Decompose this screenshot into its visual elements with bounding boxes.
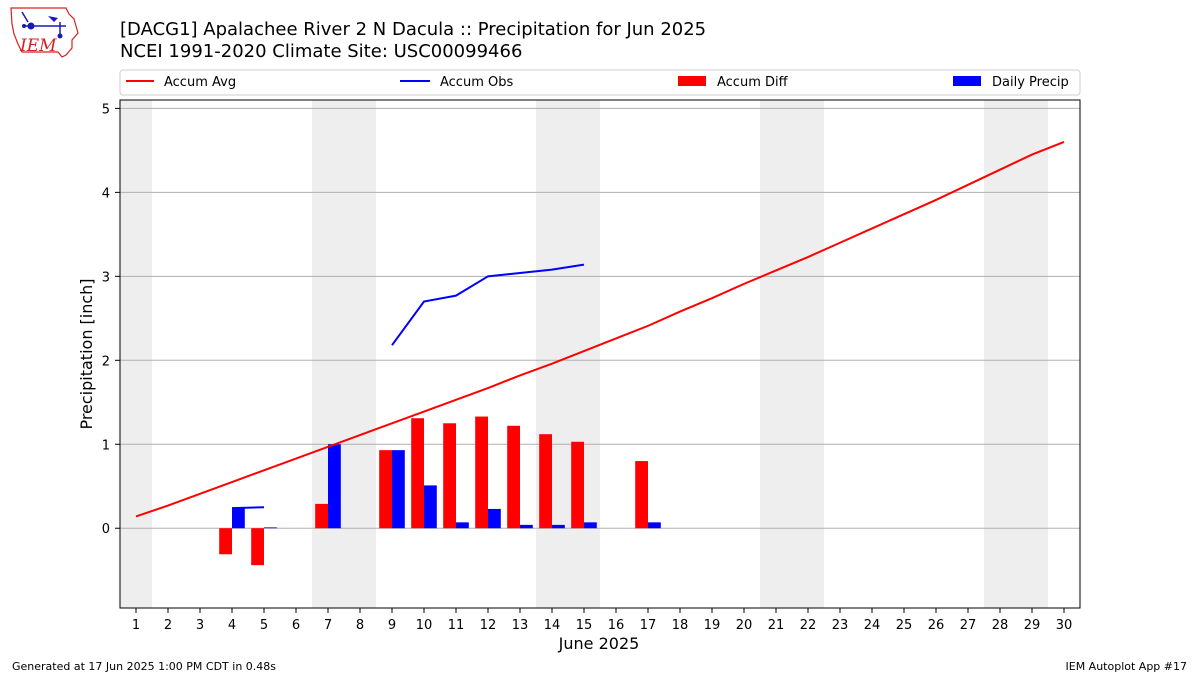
accum-obs-line-segment-2	[391, 263, 585, 346]
legend-label-daily-precip: Daily Precip	[992, 75, 1069, 90]
accum-obs-line-segment-1	[231, 506, 265, 510]
x-tick-label-3: 3	[196, 618, 204, 633]
line-series	[135, 141, 1065, 518]
daily-precip-bar-day-13	[520, 524, 533, 529]
x-tick-label-13: 13	[512, 618, 529, 633]
x-tick-label-20: 20	[736, 618, 753, 633]
daily-precip-bar-day-15	[584, 522, 597, 529]
x-tick-label-27: 27	[960, 618, 977, 633]
daily-precip-bar-day-12	[488, 508, 501, 529]
daily-precip-bar-day-5	[264, 527, 277, 529]
legend-label-accum-avg: Accum Avg	[164, 75, 236, 90]
accum-diff-bar-day-12	[475, 416, 488, 529]
x-tick-label-29: 29	[1024, 618, 1041, 633]
daily-precip-bar-day-9	[392, 450, 405, 529]
x-tick-label-7: 7	[324, 618, 332, 633]
weekend-band-day-8	[344, 100, 376, 608]
x-tick-label-22: 22	[800, 618, 817, 633]
x-tick-label-14: 14	[544, 618, 561, 633]
x-tick-label-4: 4	[228, 618, 236, 633]
weekend-band-day-7	[312, 100, 344, 608]
legend: Accum Avg Accum Obs Accum Diff Daily Pre…	[119, 69, 1081, 96]
x-tick-label-19: 19	[704, 618, 721, 633]
daily-precip-bar-day-11	[456, 522, 469, 529]
accum-diff-bar-day-7	[315, 503, 328, 529]
weekend-band-day-15	[568, 100, 600, 608]
accum-diff-bar-day-13	[507, 425, 520, 529]
accum-diff-bar-day-11	[443, 423, 456, 529]
accum-diff-bar-day-10	[411, 418, 424, 529]
y-tick-label-5: 5	[102, 102, 110, 117]
x-tick-label-18: 18	[672, 618, 689, 633]
x-tick-label-21: 21	[768, 618, 785, 633]
x-tick-label-28: 28	[992, 618, 1009, 633]
x-tick-label-8: 8	[356, 618, 364, 633]
x-tick-label-1: 1	[132, 618, 140, 633]
y-axis-ticks: 0 1 2 3 4 5	[102, 102, 120, 537]
x-tick-label-16: 16	[608, 618, 625, 633]
x-tick-label-15: 15	[576, 618, 593, 633]
y-tick-label-1: 1	[102, 438, 110, 453]
daily-precip-bar-day-17	[648, 522, 661, 529]
iem-logo: IEM	[10, 7, 79, 58]
weekend-band-day-22	[792, 100, 824, 608]
legend-label-accum-obs: Accum Obs	[440, 75, 513, 90]
accum-avg-line	[135, 141, 1065, 518]
x-tick-label-9: 9	[388, 618, 396, 633]
chart-subtitle: NCEI 1991-2020 Climate Site: USC00099466	[120, 41, 522, 62]
x-tick-label-25: 25	[896, 618, 913, 633]
y-axis-label: Precipitation [inch]	[77, 278, 96, 429]
x-tick-label-26: 26	[928, 618, 945, 633]
accum-diff-bar-day-5	[251, 528, 264, 566]
legend-label-accum-diff: Accum Diff	[717, 75, 789, 90]
y-tick-label-2: 2	[102, 354, 110, 369]
chart-title: [DACG1] Apalachee River 2 N Dacula :: Pr…	[120, 19, 706, 40]
daily-precip-bar-day-14	[552, 524, 565, 529]
x-tick-label-17: 17	[640, 618, 657, 633]
accum-diff-bar-day-14	[539, 434, 552, 529]
x-axis-ticks: 1 2 3 4 5 6 7 8 9 10 11 12 13 14 15 16 17 18 19 20 21 22 23 24 2…	[132, 608, 1072, 633]
x-tick-label-11: 11	[448, 618, 465, 633]
weekend-band-day-29	[1016, 100, 1048, 608]
logo-text: IEM	[19, 36, 57, 56]
x-tick-label-12: 12	[480, 618, 497, 633]
accum-diff-bar-day-15	[571, 441, 584, 529]
x-tick-label-24: 24	[864, 618, 881, 633]
weekend-band-day-21	[760, 100, 792, 608]
legend-swatch-accum-diff	[678, 76, 706, 86]
footer-app: IEM Autoplot App #17	[1066, 660, 1188, 673]
footer-generated: Generated at 17 Jun 2025 1:00 PM CDT in …	[12, 660, 276, 673]
weekend-band-day-28	[984, 100, 1016, 608]
x-tick-label-6: 6	[292, 618, 300, 633]
x-tick-label-10: 10	[416, 618, 433, 633]
bar-series	[219, 416, 661, 566]
weather-station-icon	[21, 11, 66, 39]
weekend-band-day-14	[536, 100, 568, 608]
weekend-band-day-1	[120, 100, 152, 608]
x-tick-label-5: 5	[260, 618, 268, 633]
y-tick-label-3: 3	[102, 270, 110, 285]
accum-diff-bar-day-17	[635, 461, 648, 529]
x-tick-label-23: 23	[832, 618, 849, 633]
y-tick-label-0: 0	[102, 522, 110, 537]
legend-swatch-daily-precip	[953, 76, 981, 86]
gridlines	[120, 107, 1080, 529]
daily-precip-bar-day-10	[424, 485, 437, 529]
x-tick-label-30: 30	[1056, 618, 1073, 633]
plot-frame	[119, 99, 1081, 609]
accum-diff-bar-day-9	[379, 450, 392, 529]
daily-precip-bar-day-7	[328, 444, 341, 529]
accum-diff-bar-day-4	[219, 528, 232, 555]
y-tick-label-4: 4	[102, 186, 110, 201]
x-axis-label: June 2025	[558, 634, 640, 653]
daily-precip-bar-day-4	[232, 508, 245, 529]
x-tick-label-2: 2	[164, 618, 172, 633]
